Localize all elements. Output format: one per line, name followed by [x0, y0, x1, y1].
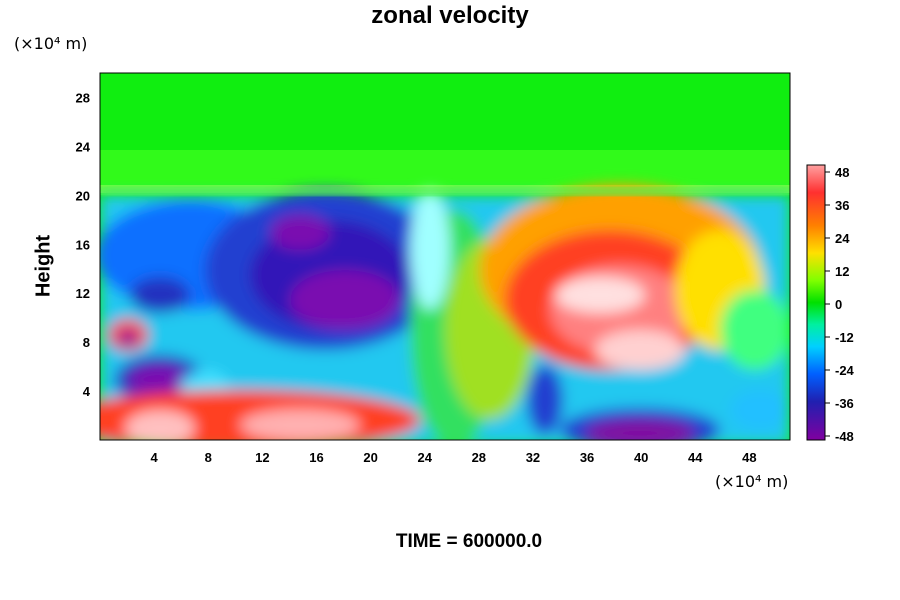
colorbar-tick-label: 24: [835, 231, 850, 246]
x-tick-label: 12: [255, 450, 269, 465]
velocity-field: [100, 73, 790, 440]
x-axis-ticks: 4 8 12 16 20 24 28 32 36 40 44 48: [151, 450, 757, 465]
time-label: TIME = 600000.0: [395, 531, 543, 552]
x-tick-label: 20: [363, 450, 377, 465]
x-tick-label: 16: [309, 450, 323, 465]
y-axis-ticks: 4 8 12 16 20 24 28: [76, 90, 91, 399]
y-tick-label: 28: [76, 90, 90, 105]
colorbar-tick-label: 12: [835, 264, 849, 279]
y-tick-label: 16: [76, 237, 90, 252]
colorbar-tick-label: -36: [835, 396, 854, 411]
colorbar-tick-label: 48: [835, 165, 849, 180]
y-unit-label: (×10⁴ m): [14, 34, 88, 53]
colorbar-tick-label: -48: [835, 429, 854, 444]
y-tick-label: 4: [83, 384, 91, 399]
x-tick-label: 28: [472, 450, 486, 465]
x-tick-label: 4: [151, 450, 159, 465]
chart-title: zonal velocity: [371, 2, 529, 29]
colorbar-tick-label: -12: [835, 330, 854, 345]
colorbar-tick-label: -24: [835, 363, 855, 378]
y-tick-label: 20: [76, 188, 90, 203]
y-tick-label: 24: [76, 139, 91, 154]
x-tick-label: 32: [526, 450, 540, 465]
x-unit-label: (×10⁴ m): [715, 472, 789, 491]
x-tick-label: 40: [634, 450, 648, 465]
plot-frame: [99, 72, 791, 441]
x-tick-label: 24: [417, 450, 432, 465]
x-tick-label: 48: [742, 450, 756, 465]
x-tick-label: 44: [688, 450, 703, 465]
x-tick-label: 36: [580, 450, 594, 465]
colorbar-tick-label: 0: [835, 297, 842, 312]
colorbar-ticks: 48 36 24 12 0 -12 -24 -36 -48: [825, 165, 855, 444]
colorbar: [806, 164, 826, 441]
y-tick-label: 8: [83, 335, 90, 350]
y-tick-label: 12: [76, 286, 90, 301]
colorbar-tick-label: 36: [835, 198, 849, 213]
x-tick-label: 8: [205, 450, 212, 465]
